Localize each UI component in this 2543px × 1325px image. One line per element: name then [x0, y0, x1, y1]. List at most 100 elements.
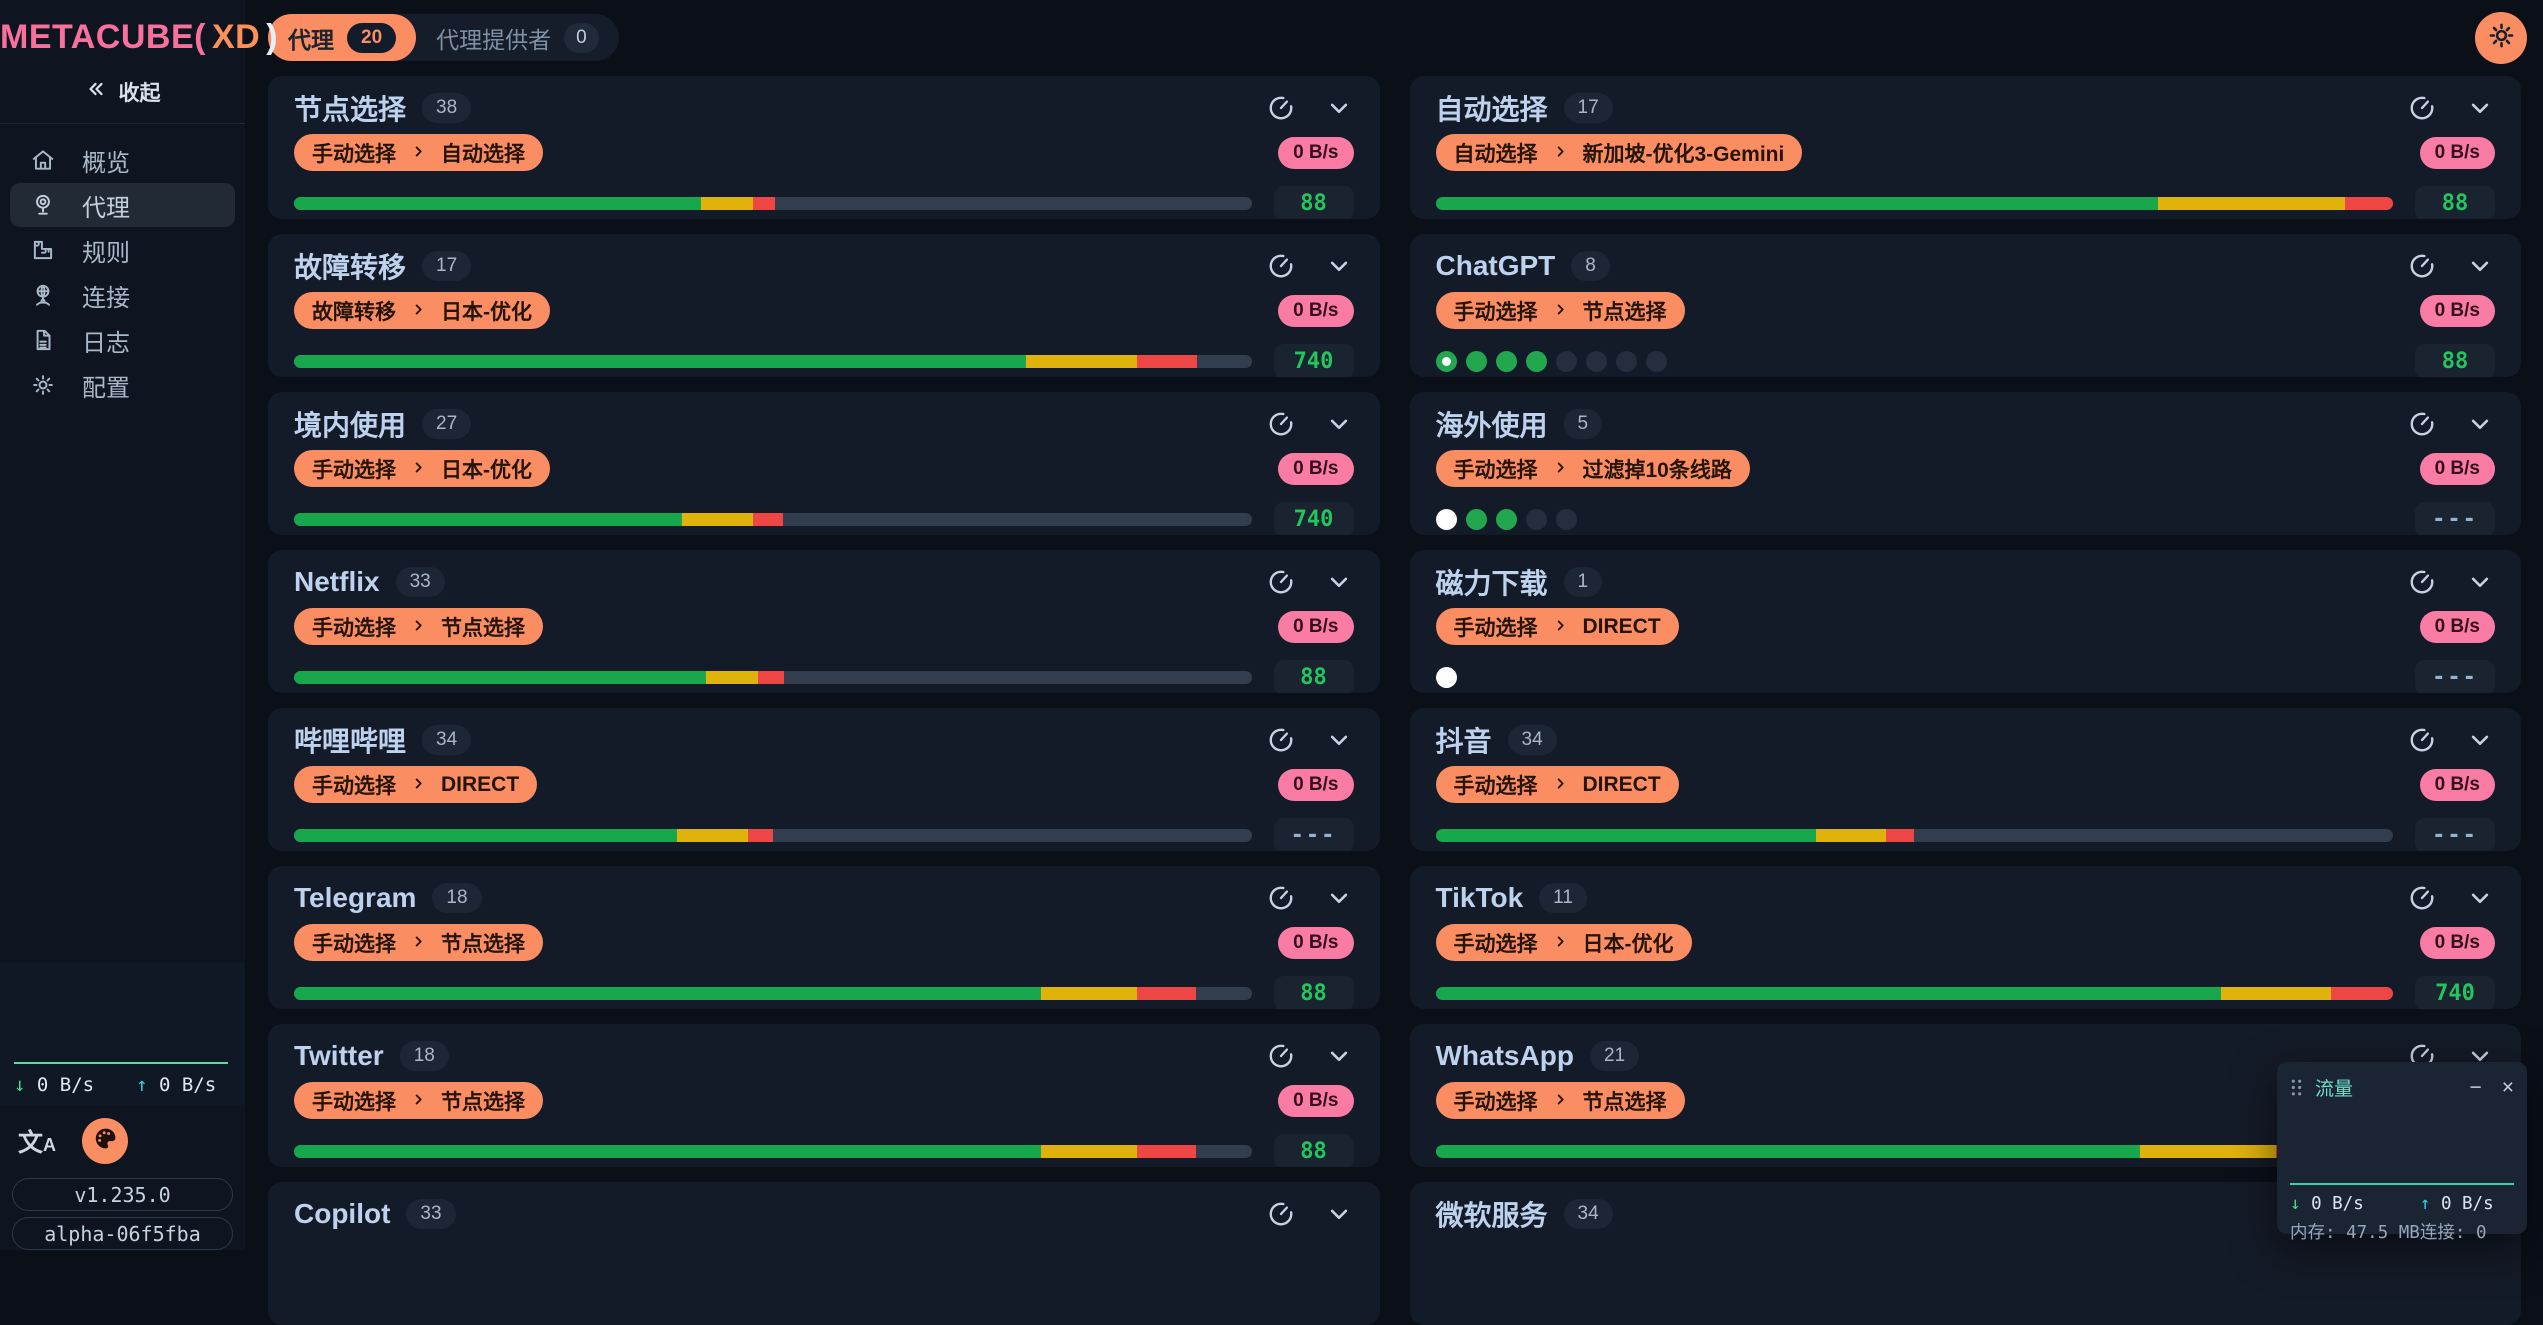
- selected-node-badge[interactable]: 手动选择 节点选择: [294, 924, 543, 961]
- proxy-group-card: Twitter 18 手动选择 节点选择 0 B/s 88: [268, 1024, 1380, 1167]
- minimize-icon[interactable]: −: [2469, 1076, 2482, 1099]
- chevron-down-icon[interactable]: [1324, 1199, 1354, 1229]
- node-dot[interactable]: [1555, 350, 1577, 372]
- chevron-down-icon[interactable]: [1324, 251, 1354, 281]
- chevron-down-icon[interactable]: [2465, 883, 2495, 913]
- sidebar-item-logs[interactable]: 日志: [10, 318, 235, 362]
- speedometer-icon[interactable]: [1266, 883, 1296, 913]
- selected-node-badge[interactable]: 手动选择 过滤掉10条线路: [1435, 450, 1750, 487]
- latency-value: 740: [1273, 501, 1354, 535]
- close-icon[interactable]: ×: [2501, 1076, 2514, 1099]
- selected-node-label: DIRECT: [1582, 772, 1661, 796]
- proxy-group-name: 故障转移: [294, 252, 407, 283]
- node-dot[interactable]: [1465, 508, 1487, 530]
- selected-node-label: 过滤掉10条线路: [1582, 458, 1732, 482]
- tab-proxy-providers[interactable]: 代理提供者 0: [416, 14, 619, 61]
- selected-node-badge[interactable]: 手动选择 节点选择: [1435, 1082, 1685, 1119]
- node-dot[interactable]: [1435, 508, 1457, 530]
- sidebar-item-proxies[interactable]: 代理: [10, 183, 235, 227]
- selected-node-badge[interactable]: 手动选择 日本-优化: [294, 450, 550, 487]
- chevron-down-icon[interactable]: [2465, 725, 2495, 755]
- language-icon[interactable]: 文A: [18, 1129, 57, 1157]
- speedometer-icon[interactable]: [1266, 251, 1296, 281]
- proxy-group-card: 哔哩哔哩 34 手动选择 DIRECT 0 B/s ---: [268, 708, 1380, 851]
- collapse-label: 收起: [118, 82, 161, 105]
- proxy-count-badge: 11: [1539, 883, 1587, 913]
- speed-badge: 0 B/s: [1278, 768, 1354, 801]
- down-arrow-icon: ↓: [14, 1074, 37, 1096]
- node-dot[interactable]: [1435, 666, 1457, 688]
- node-dot[interactable]: [1615, 350, 1637, 372]
- tab-proxies[interactable]: 代理 20: [268, 14, 417, 61]
- chevron-right-icon: [411, 615, 426, 639]
- sidebar-item-rules[interactable]: 规则: [10, 228, 235, 272]
- selected-node-badge[interactable]: 自动选择 新加坡-优化3-Gemini: [1435, 134, 1803, 171]
- sidebar-collapse-button[interactable]: 收起: [0, 77, 245, 107]
- chevron-down-icon[interactable]: [1324, 93, 1354, 123]
- drag-handle-icon[interactable]: [2290, 1078, 2303, 1097]
- chevron-down-icon[interactable]: [2465, 1041, 2495, 1071]
- latency-value: ---: [1273, 817, 1354, 851]
- sidebar-item-connections[interactable]: 连接: [10, 273, 235, 317]
- node-dot[interactable]: [1435, 350, 1457, 372]
- selected-node-badge[interactable]: 手动选择 DIRECT: [1435, 766, 1679, 803]
- speedometer-icon[interactable]: [2407, 251, 2437, 281]
- speedometer-icon[interactable]: [1266, 1199, 1296, 1229]
- node-dot[interactable]: [1645, 350, 1667, 372]
- selector-type-label: 手动选择: [312, 616, 396, 640]
- node-dot[interactable]: [1495, 508, 1517, 530]
- sidebar-item-overview[interactable]: 概览: [10, 138, 235, 182]
- version-button[interactable]: v1.235.0: [12, 1178, 233, 1211]
- selected-node-badge[interactable]: 手动选择 自动选择: [294, 134, 543, 171]
- node-dot[interactable]: [1585, 350, 1607, 372]
- speedometer-icon[interactable]: [2407, 725, 2437, 755]
- speedometer-icon[interactable]: [2407, 93, 2437, 123]
- selected-node-label: 自动选择: [441, 142, 525, 166]
- chevron-right-icon: [1553, 141, 1568, 165]
- proxy-group-name: 哔哩哔哩: [294, 726, 407, 757]
- node-dot[interactable]: [1465, 350, 1487, 372]
- settings-button[interactable]: [2475, 12, 2527, 64]
- proxy-group-name: 磁力下载: [1435, 568, 1548, 599]
- selected-node-badge[interactable]: 手动选择 DIRECT: [1435, 608, 1679, 645]
- speedometer-icon[interactable]: [1266, 409, 1296, 439]
- node-dot[interactable]: [1525, 508, 1547, 530]
- selected-node-label: 节点选择: [441, 616, 525, 640]
- speedometer-icon[interactable]: [1266, 725, 1296, 755]
- chevron-right-icon: [1553, 299, 1568, 323]
- proxy-group-card: ChatGPT 8 手动选择 节点选择 0 B/s 88: [1409, 234, 2521, 377]
- selected-node-badge[interactable]: 手动选择 节点选择: [1435, 292, 1685, 329]
- chevron-down-icon[interactable]: [1324, 883, 1354, 913]
- chevron-down-icon[interactable]: [2465, 567, 2495, 597]
- speedometer-icon[interactable]: [1266, 1041, 1296, 1071]
- chevron-down-icon[interactable]: [2465, 93, 2495, 123]
- selected-node-badge[interactable]: 手动选择 DIRECT: [294, 766, 538, 803]
- chevron-down-icon[interactable]: [1324, 567, 1354, 597]
- tab-count-badge: 0: [564, 22, 599, 53]
- connections-stat: 连接: 0: [2419, 1223, 2487, 1243]
- node-dot[interactable]: [1495, 350, 1517, 372]
- theme-palette-button[interactable]: [82, 1118, 129, 1164]
- latency-distribution-bar: [294, 196, 1252, 210]
- chevron-down-icon[interactable]: [2465, 251, 2495, 281]
- chevron-down-icon[interactable]: [1324, 725, 1354, 755]
- selected-node-badge[interactable]: 故障转移 日本-优化: [294, 292, 550, 329]
- speed-badge: 0 B/s: [2419, 926, 2495, 959]
- sidebar-item-config[interactable]: 配置: [10, 363, 235, 407]
- latency-value: 88: [2415, 343, 2495, 377]
- chevron-down-icon[interactable]: [1324, 409, 1354, 439]
- selected-node-badge[interactable]: 手动选择 节点选择: [294, 1082, 543, 1119]
- selected-node-badge[interactable]: 手动选择 日本-优化: [1435, 924, 1692, 961]
- speedometer-icon[interactable]: [2407, 567, 2437, 597]
- speedometer-icon[interactable]: [1266, 93, 1296, 123]
- chevron-down-icon[interactable]: [2465, 409, 2495, 439]
- speedometer-icon[interactable]: [1266, 567, 1296, 597]
- speedometer-icon[interactable]: [2407, 409, 2437, 439]
- node-dot[interactable]: [1555, 508, 1577, 530]
- proxy-group-card: 海外使用 5 手动选择 过滤掉10条线路 0 B/s ---: [1409, 392, 2521, 535]
- speedometer-icon[interactable]: [2407, 883, 2437, 913]
- build-version-button[interactable]: alpha-06f5fba: [12, 1217, 233, 1250]
- chevron-down-icon[interactable]: [1324, 1041, 1354, 1071]
- selected-node-badge[interactable]: 手动选择 节点选择: [294, 608, 543, 645]
- node-dot[interactable]: [1525, 350, 1547, 372]
